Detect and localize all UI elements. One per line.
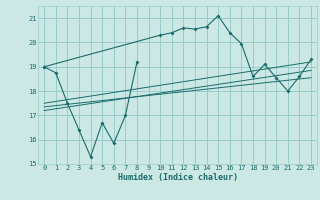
X-axis label: Humidex (Indice chaleur): Humidex (Indice chaleur) <box>118 173 238 182</box>
